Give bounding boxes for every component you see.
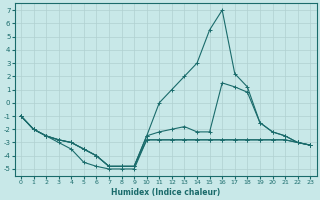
X-axis label: Humidex (Indice chaleur): Humidex (Indice chaleur) (111, 188, 220, 197)
